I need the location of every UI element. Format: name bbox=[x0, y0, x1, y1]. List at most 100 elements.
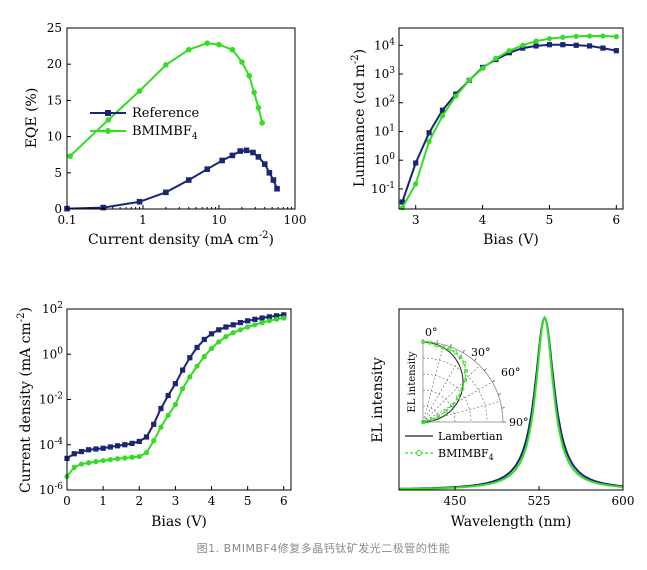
data-point bbox=[187, 374, 193, 380]
current-density-series-layer bbox=[64, 312, 287, 479]
data-point bbox=[237, 320, 244, 326]
polar-tick bbox=[474, 358, 477, 361]
current-density-plot-frame bbox=[66, 308, 292, 491]
data-point bbox=[165, 392, 171, 399]
data-point bbox=[136, 88, 143, 94]
data-point bbox=[172, 401, 178, 408]
y-tick-label: 102 bbox=[42, 301, 63, 316]
data-point bbox=[71, 464, 77, 470]
series-line bbox=[66, 317, 284, 478]
series-line bbox=[66, 313, 284, 460]
data-point bbox=[208, 345, 215, 352]
eqe-axis-ticks: 0.1 1 10 100 0 5 10 15 20 25 bbox=[47, 21, 307, 227]
data-point bbox=[600, 45, 606, 51]
series-line bbox=[401, 43, 617, 203]
data-point bbox=[245, 318, 251, 324]
data-point bbox=[230, 322, 236, 328]
data-point bbox=[239, 59, 245, 65]
data-point bbox=[185, 177, 192, 183]
data-point bbox=[546, 42, 553, 48]
data-point bbox=[185, 46, 192, 53]
y-tick-label: 104 bbox=[374, 37, 395, 52]
data-point bbox=[266, 170, 273, 176]
data-point bbox=[194, 363, 200, 369]
data-point bbox=[520, 42, 526, 48]
data-point bbox=[114, 456, 121, 462]
data-point bbox=[613, 48, 619, 54]
polar-tick bbox=[501, 407, 505, 409]
data-point bbox=[399, 205, 405, 211]
polar-tick bbox=[492, 380, 496, 383]
y-tick-label: 100 bbox=[42, 346, 63, 361]
polar-tick bbox=[462, 349, 465, 353]
y-tick-label: 15 bbox=[47, 93, 62, 107]
current-density-x-axis-label: Bias (V) bbox=[151, 514, 207, 530]
data-point bbox=[466, 77, 472, 83]
data-point bbox=[204, 40, 211, 47]
legend-label: BMIMBF4 bbox=[438, 447, 494, 462]
luminance-plot-frame bbox=[398, 27, 624, 210]
data-point bbox=[259, 120, 265, 126]
data-point bbox=[172, 381, 178, 387]
data-point bbox=[163, 62, 169, 68]
data-point bbox=[86, 447, 92, 453]
luminance-y-axis-label: Luminance (cd m-2) bbox=[350, 49, 368, 187]
data-point bbox=[413, 181, 419, 187]
data-point bbox=[216, 327, 222, 333]
luminance-panel: 3 4 5 6 10-1 100 101 102 103 104 Bias (V) Luminan… bbox=[350, 27, 624, 248]
data-point bbox=[194, 344, 200, 351]
inset-y-axis-label: EL intensity bbox=[407, 351, 418, 412]
polar-angle-label: 0° bbox=[425, 326, 438, 339]
data-point bbox=[107, 457, 113, 463]
data-point bbox=[399, 199, 405, 205]
eqe-legend: Reference BMIMBF4 bbox=[90, 106, 200, 142]
measured-angular-point bbox=[434, 343, 439, 348]
y-tick-label: 103 bbox=[374, 66, 395, 81]
y-tick-label: 10-1 bbox=[371, 181, 395, 196]
x-tick-label: 10 bbox=[211, 213, 226, 227]
data-point bbox=[439, 113, 446, 119]
current-density-panel: 0 1 2 3 4 5 6 10-6 10-4 10-2 100 102 Bias (V) Curre… bbox=[16, 301, 292, 530]
data-point bbox=[229, 152, 236, 159]
measured-angular-curve bbox=[422, 341, 467, 423]
data-point bbox=[216, 41, 222, 48]
y-tick-label: 10-6 bbox=[39, 482, 63, 497]
series-line bbox=[66, 149, 278, 210]
data-point bbox=[243, 147, 250, 154]
data-point bbox=[107, 444, 113, 450]
data-point bbox=[259, 320, 265, 326]
x-tick-label: 6 bbox=[280, 494, 288, 508]
data-point bbox=[136, 438, 142, 445]
el-spectrum-y-axis-label: EL intensity bbox=[370, 357, 386, 443]
luminance-axis-ticks: 3 4 5 6 10-1 100 101 102 103 104 bbox=[371, 37, 620, 227]
x-tick-label: 5 bbox=[244, 494, 252, 508]
x-tick-label: 4 bbox=[479, 213, 487, 227]
data-point bbox=[93, 458, 99, 465]
data-point bbox=[187, 355, 193, 361]
data-point bbox=[426, 130, 432, 136]
data-point bbox=[252, 316, 258, 322]
polar-grid-spoke bbox=[422, 400, 501, 423]
series-line bbox=[69, 42, 264, 157]
luminance-x-axis-label: Bias (V) bbox=[483, 232, 539, 248]
legend-label: BMIMBF4 bbox=[132, 124, 198, 142]
data-point bbox=[546, 36, 553, 42]
data-point bbox=[136, 198, 143, 205]
data-point bbox=[270, 177, 277, 183]
measured-angular-point bbox=[443, 409, 448, 414]
luminance-series-layer bbox=[399, 33, 619, 211]
measured-angular-point bbox=[420, 419, 425, 424]
data-point bbox=[163, 189, 169, 196]
data-point bbox=[230, 330, 236, 336]
polar-grid-spoke bbox=[422, 352, 464, 423]
data-point bbox=[493, 55, 499, 61]
el-spectrum-series-layer bbox=[399, 315, 624, 491]
data-point bbox=[204, 166, 211, 172]
legend-swatch-marker bbox=[105, 110, 111, 116]
data-point bbox=[479, 65, 486, 71]
data-point bbox=[165, 412, 171, 418]
data-point bbox=[201, 353, 207, 360]
polar-grid-spoke bbox=[422, 365, 480, 423]
data-point bbox=[100, 445, 106, 451]
